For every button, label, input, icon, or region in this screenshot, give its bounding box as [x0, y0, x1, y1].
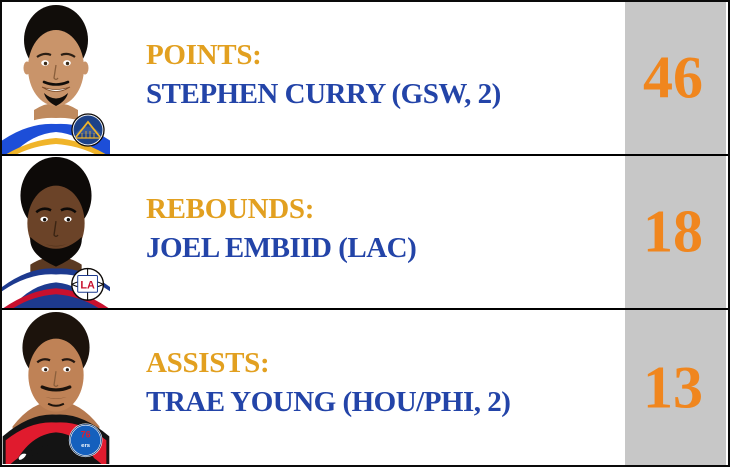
- svg-text:76: 76: [81, 429, 91, 439]
- svg-text:LA: LA: [80, 279, 95, 291]
- svg-text:ers: ers: [81, 443, 91, 449]
